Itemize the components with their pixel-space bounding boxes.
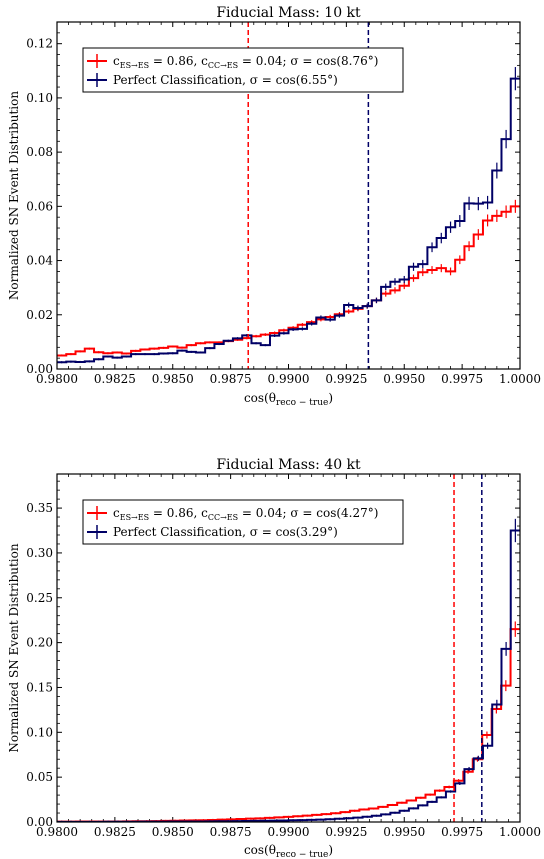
x-tick-label: 0.9800 [36,825,78,839]
x-tick-label: 0.9850 [152,825,194,839]
x-axis-label-sub: reco − true [276,850,328,859]
plot-frame [56,473,521,823]
x-tick-label: 0.9875 [210,372,252,386]
plot-frame [56,21,521,370]
legend-subscript: CC→ES [208,61,238,70]
x-tick-label: 0.9925 [325,825,367,839]
x-tick-label: 0.9825 [94,825,136,839]
x-axis-label-sub: reco − true [276,398,328,408]
x-tick-label: 0.9975 [441,825,483,839]
y-tick-label: 0.12 [26,37,53,51]
series-1-histogram [57,628,520,822]
legend: cES→ES = 0.86, cCC→ES = 0.04; σ = cos(4.… [82,499,404,545]
series-1-histogram [57,205,520,357]
x-tick-label: 0.9850 [152,372,194,386]
y-axis-label: Normalized SN Event Distribution [7,91,21,300]
x-tick-label: 0.9875 [210,825,252,839]
x-tick-label: 0.9825 [94,372,136,386]
y-tick-label: 0.30 [26,546,53,560]
legend: cES→ES = 0.86, cCC→ES = 0.04; σ = cos(8.… [82,47,404,93]
x-axis-label: cos(θreco − true) [244,391,333,408]
x-axis-label-main: cos(θ [244,391,276,405]
x-tick-label: 0.9925 [325,372,367,386]
x-tick-label: 0.9900 [268,372,310,386]
plot-area [57,22,520,369]
legend-entry-1: cES→ES = 0.86, cCC→ES = 0.04; σ = cos(4.… [113,506,378,522]
legend-text-part: = 0.86, c [149,506,208,520]
y-tick-label: 0.15 [26,680,53,694]
legend-subscript: CC→ES [208,513,238,522]
y-tick-label: 0.10 [26,725,53,739]
x-tick-label: 0.9800 [36,372,78,386]
legend-entry-1: cES→ES = 0.86, cCC→ES = 0.04; σ = cos(8.… [113,54,378,70]
chart-panel-2: Fiducial Mass: 40 kt 0.00 0.05 0.10 0.15 0.20… [7,457,541,859]
chart-title: Fiducial Mass: 40 kt [216,457,361,473]
x-axis-label-end: ) [328,391,333,405]
y-tick-label: 0.25 [26,591,53,605]
legend-text-part: c [113,506,120,520]
legend-entry-2: Perfect Classification, σ = cos(3.29°) [113,525,338,539]
y-tick-label: 0.08 [26,145,53,159]
x-axis-label: cos(θreco − true) [244,843,333,859]
legend-entry-2: Perfect Classification, σ = cos(6.55°) [113,73,338,87]
x-tick-label: 0.9950 [383,825,425,839]
x-tick-label: 1.0000 [499,825,541,839]
legend-subscript: ES→ES [120,61,149,70]
legend-box [82,499,404,545]
x-tick-label: 0.9950 [383,372,425,386]
y-tick-label: 0.00 [26,362,53,376]
series-2-histogram [57,77,520,364]
y-tick-label: 0.02 [26,308,53,322]
x-tick-label: 0.9975 [441,372,483,386]
y-tick-label: 0.06 [26,199,53,213]
y-tick-label: 0.10 [26,91,53,105]
x-axis-label-end: ) [328,843,333,857]
x-tick-label: 0.9900 [268,825,310,839]
y-axis-label: Normalized SN Event Distribution [7,543,21,752]
series-2-histogram [57,529,520,822]
chart-title: Fiducial Mass: 10 kt [216,5,361,21]
y-tick-label: 0.00 [26,815,53,829]
x-axis-label-main: cos(θ [244,843,276,857]
legend-text-part: = 0.86, c [149,54,208,68]
y-tick-label: 0.20 [26,636,53,650]
y-tick-label: 0.05 [26,770,53,784]
y-tick-label: 0.35 [26,501,53,515]
legend-text-part: = 0.04; σ = cos(8.76°) [238,54,378,68]
legend-text-part: c [113,54,120,68]
legend-subscript: ES→ES [120,513,149,522]
chart-panel-1: Fiducial Mass: 10 kt 0.00 0.02 0.04 0.06 0.08… [7,5,541,408]
legend-box [82,47,404,93]
y-tick-label: 0.04 [26,254,53,268]
legend-text-part: = 0.04; σ = cos(4.27°) [238,506,378,520]
x-tick-label: 1.0000 [499,372,541,386]
